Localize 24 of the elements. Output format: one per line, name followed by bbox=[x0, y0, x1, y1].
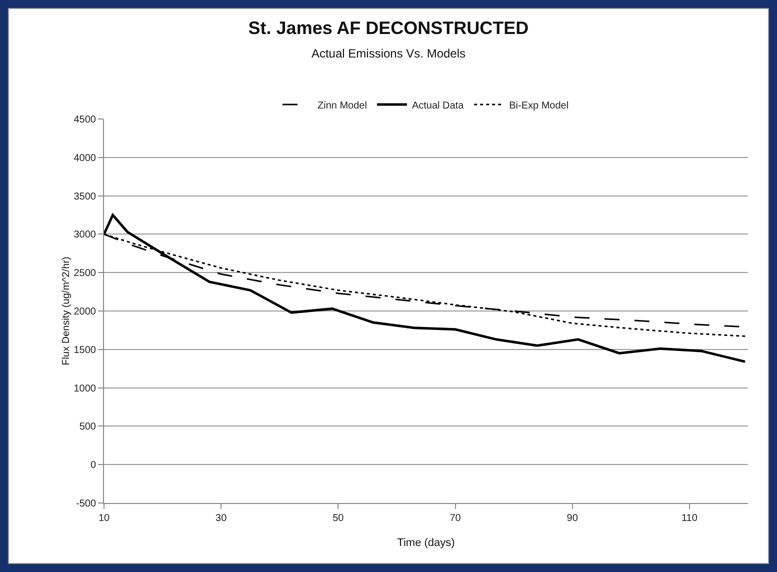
x-tick-label: 70 bbox=[450, 513, 462, 524]
y-tick-label: 1000 bbox=[74, 383, 96, 394]
y-tick-label: 4500 bbox=[74, 114, 96, 126]
x-tick-label: 90 bbox=[566, 513, 578, 524]
x-tick-label: 50 bbox=[332, 513, 344, 524]
y-tick-label: 500 bbox=[79, 422, 96, 433]
legend-label: Actual Data bbox=[412, 100, 464, 112]
chart-subtitle: Actual Emissions Vs. Models bbox=[311, 46, 466, 60]
y-tick-label: 3500 bbox=[74, 191, 96, 202]
y-tick-label: 0 bbox=[90, 460, 96, 472]
x-tick-label: 10 bbox=[98, 513, 110, 524]
x-tick-label: 30 bbox=[216, 513, 228, 524]
legend-label: Zinn Model bbox=[318, 100, 367, 112]
y-tick-label: 1500 bbox=[74, 344, 96, 356]
legend-label: Bi-Exp Model bbox=[509, 100, 569, 112]
x-tick-label: 110 bbox=[681, 513, 698, 524]
y-axis-title: Flux Density (ug/m^2/hr) bbox=[60, 256, 72, 366]
y-tick-label: 2000 bbox=[74, 306, 96, 318]
y-tick-label: 2500 bbox=[74, 268, 96, 280]
y-tick-label: 4000 bbox=[74, 152, 96, 164]
chart-title: St. James AF DECONSTRUCTED bbox=[248, 18, 529, 38]
y-tick-label: -500 bbox=[76, 498, 96, 510]
y-tick-label: 3000 bbox=[74, 230, 96, 241]
x-axis-title: Time (days) bbox=[397, 537, 455, 549]
